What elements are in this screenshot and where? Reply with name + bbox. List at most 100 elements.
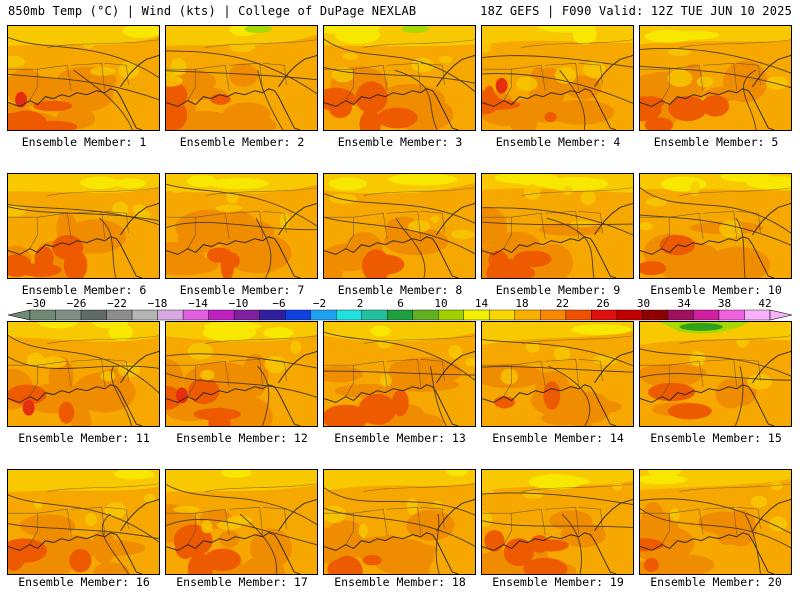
colorbar-segment — [514, 309, 541, 321]
colorbar-segment — [259, 309, 286, 321]
ensemble-member-map — [7, 25, 160, 131]
ensemble-member-map — [7, 173, 160, 279]
ensemble-member-label: Ensemble Member: 19 — [492, 575, 624, 589]
colorbar-segment — [718, 309, 745, 321]
ensemble-member-label: Ensemble Member: 13 — [334, 431, 466, 445]
member-map-svg — [482, 174, 633, 278]
ensemble-member-map — [7, 321, 160, 427]
colorbar-segment — [616, 309, 643, 321]
colorbar-tick-label: 42 — [758, 297, 772, 310]
ensemble-member-label: Ensemble Member: 1 — [21, 135, 147, 149]
member-map-svg — [324, 470, 475, 574]
ensemble-member-map — [481, 25, 634, 131]
colorbar-left-arrow — [7, 309, 31, 321]
colorbar-segment — [80, 309, 107, 321]
colorbar-tick-label: −14 — [188, 297, 208, 310]
colorbar-segment — [642, 309, 669, 321]
ensemble-member-map — [639, 25, 792, 131]
colorbar-tick-label: −18 — [147, 297, 168, 310]
colorbar-tick-label: 10 — [434, 297, 448, 310]
ensemble-member-map — [481, 469, 634, 575]
colorbar-tick-label: −10 — [228, 297, 249, 310]
member-map-svg — [324, 26, 475, 130]
colorbar-segment — [565, 309, 592, 321]
member-map-svg — [640, 322, 791, 426]
member-map-svg — [8, 470, 159, 574]
member-map-svg — [640, 174, 791, 278]
colorbar-tick-label: −30 — [26, 297, 46, 310]
colorbar-segment — [182, 309, 209, 321]
colorbar-segment — [387, 309, 413, 321]
member-map-svg — [324, 174, 475, 278]
ensemble-member-map — [323, 469, 476, 575]
colorbar-segment — [463, 309, 490, 321]
member-map-svg — [482, 470, 633, 574]
ensemble-member-map — [165, 173, 318, 279]
member-map-svg — [482, 322, 633, 426]
ensemble-member-map — [323, 173, 476, 279]
colorbar-tick-label: −6 — [272, 297, 286, 310]
colorbar-segment — [310, 309, 337, 321]
colorbar-tick-label: 30 — [636, 297, 651, 310]
colorbar-segment — [55, 309, 82, 321]
ensemble-member-label: Ensemble Member: 15 — [650, 431, 782, 445]
ensemble-member-map — [639, 321, 792, 427]
member-map-svg — [8, 322, 159, 426]
ensemble-member-label: Ensemble Member: 12 — [176, 431, 308, 445]
colorbar-segment — [106, 309, 133, 321]
colorbar-tick-label: 22 — [555, 297, 570, 310]
colorbar-tick-label: −26 — [66, 297, 87, 310]
colorbar-segment — [208, 309, 235, 321]
temperature-colorbar — [7, 309, 793, 321]
member-map-svg — [640, 26, 791, 130]
ensemble-member-label: Ensemble Member: 3 — [337, 135, 463, 149]
ensemble-member-label: Ensemble Member: 9 — [495, 283, 621, 297]
chart-title: 850mb Temp (°C) | Wind (kts) | College o… — [8, 4, 417, 18]
ensemble-member-map — [323, 25, 476, 131]
ensemble-member-map — [323, 321, 476, 427]
colorbar-tick-label: 26 — [596, 297, 610, 310]
member-map-svg — [166, 470, 317, 574]
ensemble-member-label: Ensemble Member: 10 — [650, 283, 782, 297]
colorbar-tick-label: 6 — [397, 297, 404, 310]
member-map-svg — [8, 26, 159, 130]
colorbar-segment — [336, 309, 362, 321]
colorbar-segment — [233, 309, 260, 321]
colorbar-tick-label: 18 — [515, 297, 529, 310]
colorbar-segment — [591, 309, 618, 321]
ensemble-member-map — [165, 25, 318, 131]
colorbar-tick-label: −22 — [107, 297, 127, 310]
colorbar-tick-label: 2 — [356, 297, 364, 310]
colorbar-right-arrow — [769, 309, 793, 321]
ensemble-member-label: Ensemble Member: 5 — [653, 135, 779, 149]
ensemble-member-map — [165, 321, 318, 427]
ensemble-member-label: Ensemble Member: 6 — [21, 283, 147, 297]
colorbar-tick-label: −2 — [312, 297, 327, 310]
colorbar-segment — [744, 309, 771, 321]
colorbar-tick-label: 34 — [677, 297, 691, 310]
ensemble-member-map — [165, 469, 318, 575]
member-map-svg — [166, 26, 317, 130]
member-map-svg — [324, 322, 475, 426]
colorbar-segment — [489, 309, 516, 321]
ensemble-member-label: Ensemble Member: 11 — [18, 431, 150, 445]
member-map-svg — [166, 322, 317, 426]
ensemble-member-map — [481, 173, 634, 279]
member-map-svg — [8, 174, 159, 278]
ensemble-member-label: Ensemble Member: 16 — [18, 575, 150, 589]
colorbar-segment — [412, 309, 439, 321]
ensemble-member-label: Ensemble Member: 2 — [179, 135, 305, 149]
member-map-svg — [640, 470, 791, 574]
colorbar-segment — [361, 309, 388, 321]
colorbar-segment — [667, 309, 694, 321]
colorbar-segment — [29, 309, 56, 321]
colorbar-segment — [157, 309, 184, 321]
ensemble-member-label: Ensemble Member: 7 — [179, 283, 305, 297]
ensemble-member-map — [481, 321, 634, 427]
member-map-svg — [166, 174, 317, 278]
member-map-svg — [482, 26, 633, 130]
ensemble-member-label: Ensemble Member: 8 — [337, 283, 463, 297]
ensemble-member-label: Ensemble Member: 17 — [176, 575, 308, 589]
colorbar-tick-label: 38 — [717, 297, 732, 310]
ensemble-member-map — [7, 469, 160, 575]
